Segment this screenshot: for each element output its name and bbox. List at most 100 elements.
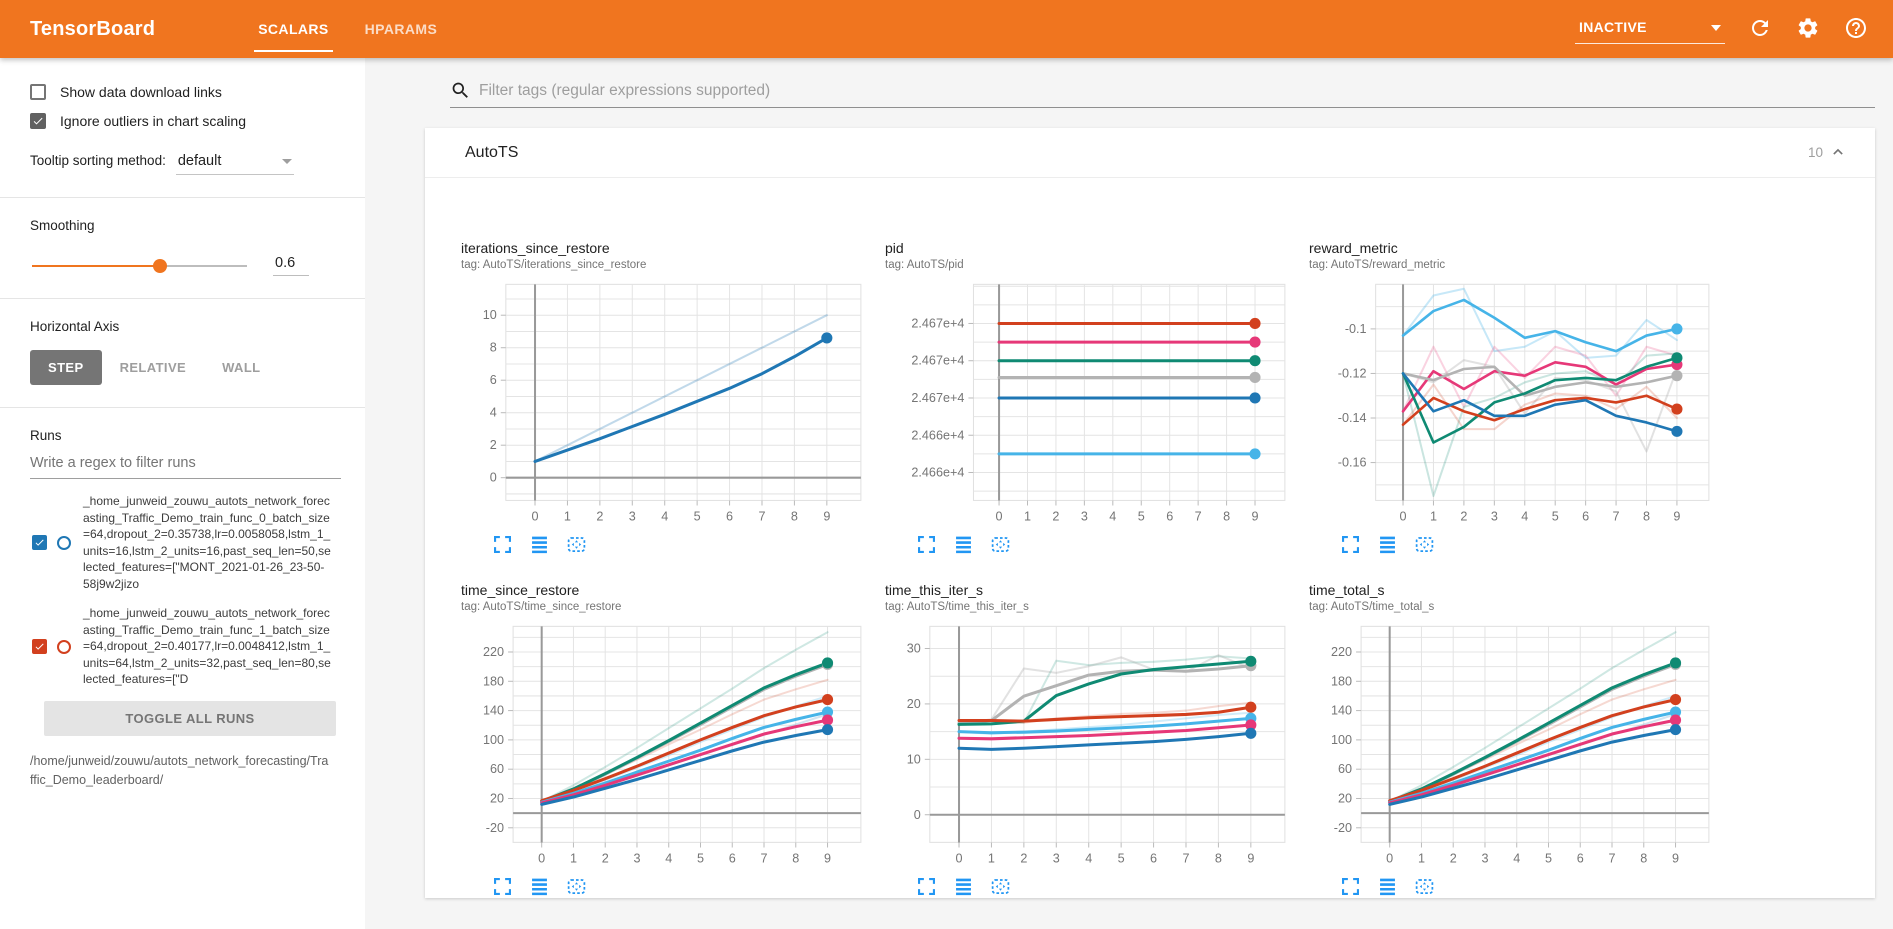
tab-hparams[interactable]: HPARAMS xyxy=(364,21,438,37)
refresh-icon[interactable] xyxy=(1747,16,1773,42)
svg-text:2: 2 xyxy=(1450,852,1457,866)
app-header: TensorBoard SCALARS HPARAMS INACTIVE xyxy=(0,0,1893,58)
chart-actions xyxy=(915,534,1297,556)
run-radio[interactable] xyxy=(57,535,71,550)
search-icon xyxy=(452,82,468,98)
expand-chart-icon[interactable] xyxy=(491,876,513,898)
svg-text:4: 4 xyxy=(1109,510,1116,524)
chart-plot[interactable]: 30 20 10 0 0 1 2 3 4 5 6 7 8 9 xyxy=(885,618,1297,873)
toggle-log-scale-icon[interactable] xyxy=(528,534,550,556)
expand-chart-icon[interactable] xyxy=(1339,534,1361,556)
svg-text:4: 4 xyxy=(665,852,672,866)
svg-text:5: 5 xyxy=(1118,852,1125,866)
expand-chart-icon[interactable] xyxy=(915,876,937,898)
charts-grid: iterations_since_restore tag: AutoTS/ite… xyxy=(425,178,1875,898)
toggle-log-scale-icon[interactable] xyxy=(952,876,974,898)
toggle-log-scale-icon[interactable] xyxy=(952,534,974,556)
svg-text:7: 7 xyxy=(1195,510,1202,524)
show-download-links-label: Show data download links xyxy=(60,84,222,100)
svg-text:1: 1 xyxy=(564,510,571,524)
svg-text:2: 2 xyxy=(1052,510,1059,524)
fit-domain-icon[interactable] xyxy=(565,876,587,898)
fit-domain-icon[interactable] xyxy=(1413,534,1435,556)
chart-plot[interactable]: 0 2 4 6 8 10 0 1 2 3 4 5 6 7 8 9 xyxy=(461,276,873,531)
expand-chart-icon[interactable] xyxy=(915,534,937,556)
runs-filter-input[interactable] xyxy=(30,449,341,479)
svg-text:20: 20 xyxy=(490,792,504,806)
svg-text:8: 8 xyxy=(490,341,497,355)
svg-text:2.466e+4: 2.466e+4 xyxy=(911,428,964,442)
svg-text:6: 6 xyxy=(490,373,497,387)
tab-scalars[interactable]: SCALARS xyxy=(240,0,346,58)
toggle-log-scale-icon[interactable] xyxy=(1376,876,1398,898)
svg-text:6: 6 xyxy=(1150,852,1157,866)
smoothing-value[interactable]: 0.6 xyxy=(273,255,310,276)
haxis-relative-button[interactable]: RELATIVE xyxy=(102,350,205,385)
chart-actions xyxy=(491,876,873,898)
fit-domain-icon[interactable] xyxy=(565,534,587,556)
chart-plot[interactable]: 220 180 140 100 60 20 -20 0 1 2 3 4 5 6 7 8 9 xyxy=(461,618,873,873)
expand-chart-icon[interactable] xyxy=(491,534,513,556)
chart-card: time_this_iter_s tag: AutoTS/time_this_i… xyxy=(885,582,1297,898)
run-radio[interactable] xyxy=(57,639,71,654)
svg-text:10: 10 xyxy=(907,752,921,766)
toggle-all-runs-button[interactable]: TOGGLE ALL RUNS xyxy=(44,701,336,737)
smoothing-slider[interactable] xyxy=(32,258,247,273)
svg-text:1: 1 xyxy=(988,852,995,866)
svg-text:0: 0 xyxy=(1386,852,1393,866)
svg-text:2: 2 xyxy=(490,438,497,452)
show-download-links-checkbox[interactable] xyxy=(30,84,46,100)
chart-actions xyxy=(915,876,1297,898)
fit-domain-icon[interactable] xyxy=(989,876,1011,898)
main-content: AutoTS 10 iterations_since_restore tag: … xyxy=(365,58,1893,929)
run-checkbox[interactable] xyxy=(32,639,47,655)
svg-text:6: 6 xyxy=(1582,510,1589,524)
svg-text:0: 0 xyxy=(956,852,963,866)
settings-gear-icon[interactable] xyxy=(1795,16,1821,42)
chart-plot[interactable]: -0.1 -0.12 -0.14 -0.16 0 1 2 3 4 5 6 7 8 9 xyxy=(1309,276,1721,531)
expand-chart-icon[interactable] xyxy=(1339,876,1361,898)
svg-text:2.467e+4: 2.467e+4 xyxy=(911,391,964,405)
toggle-log-scale-icon[interactable] xyxy=(1376,534,1398,556)
help-icon[interactable] xyxy=(1843,16,1869,42)
chart-title: time_total_s xyxy=(1309,582,1385,598)
run-checkbox[interactable] xyxy=(32,535,47,551)
svg-text:3: 3 xyxy=(1053,852,1060,866)
svg-text:2: 2 xyxy=(1460,510,1467,524)
chart-tag: tag: AutoTS/reward_metric xyxy=(1309,259,1446,271)
tooltip-sort-select[interactable]: default xyxy=(175,151,294,175)
svg-text:4: 4 xyxy=(1513,852,1520,866)
svg-text:1: 1 xyxy=(1430,510,1437,524)
ignore-outliers-checkbox[interactable] xyxy=(30,113,46,129)
toggle-log-scale-icon[interactable] xyxy=(528,876,550,898)
svg-text:6: 6 xyxy=(726,510,733,524)
tag-group-header[interactable]: AutoTS 10 xyxy=(425,128,1875,178)
divider xyxy=(0,197,365,198)
haxis-step-button[interactable]: STEP xyxy=(30,350,102,385)
tag-filter-input[interactable] xyxy=(477,80,1875,101)
svg-text:-20: -20 xyxy=(1334,821,1352,835)
svg-text:180: 180 xyxy=(483,674,504,688)
svg-text:20: 20 xyxy=(907,697,921,711)
horizontal-axis-group: STEP RELATIVE WALL xyxy=(30,350,341,385)
svg-text:100: 100 xyxy=(483,733,504,747)
smoothing-slider-knob[interactable] xyxy=(152,258,167,273)
haxis-wall-button[interactable]: WALL xyxy=(204,350,278,385)
chevron-up-icon[interactable] xyxy=(1827,142,1849,164)
svg-text:5: 5 xyxy=(1545,852,1552,866)
svg-text:2: 2 xyxy=(596,510,603,524)
svg-text:20: 20 xyxy=(1338,792,1352,806)
chart-actions xyxy=(491,534,873,556)
chevron-down-icon xyxy=(1711,24,1721,31)
chart-tag: tag: AutoTS/pid xyxy=(885,259,964,271)
data-status-select[interactable]: INACTIVE xyxy=(1575,15,1725,44)
fit-domain-icon[interactable] xyxy=(989,534,1011,556)
chart-plot[interactable]: 2.467e+4 2.467e+4 2.467e+4 2.466e+4 2.466e+4… xyxy=(885,276,1297,531)
svg-text:0: 0 xyxy=(914,808,921,822)
chart-title: time_since_restore xyxy=(461,582,580,598)
svg-text:-20: -20 xyxy=(486,821,504,835)
fit-domain-icon[interactable] xyxy=(1413,876,1435,898)
svg-text:140: 140 xyxy=(483,704,504,718)
chart-plot[interactable]: 220 180 140 100 60 20 -20 0 1 2 3 4 5 6 7 8 9 xyxy=(1309,618,1721,873)
svg-text:4: 4 xyxy=(1085,852,1092,866)
